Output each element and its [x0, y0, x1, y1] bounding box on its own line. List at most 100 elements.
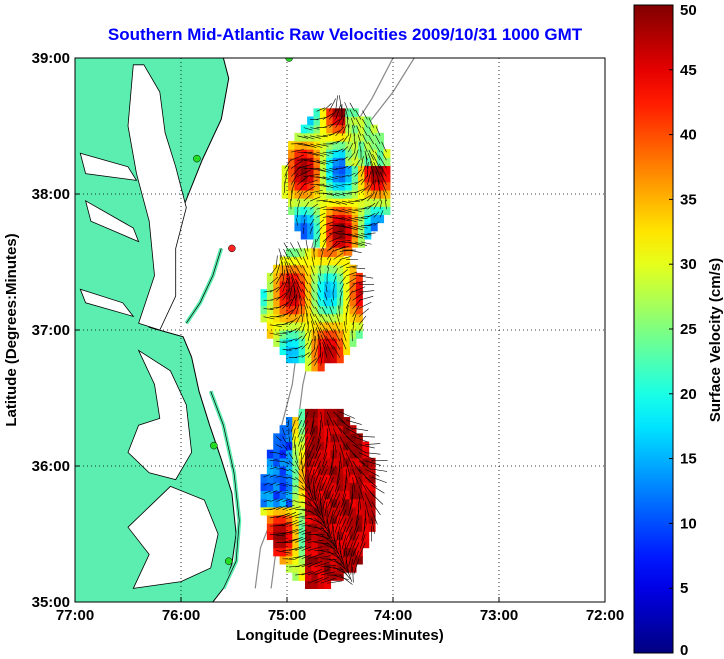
velocity-cell — [311, 362, 319, 372]
velocity-cell — [305, 523, 312, 532]
velocity-vector — [290, 154, 304, 161]
velocity-cell — [332, 198, 340, 207]
velocity-vector — [284, 158, 292, 169]
velocity-vector — [289, 269, 296, 285]
velocity-cell — [351, 149, 359, 158]
velocity-vector — [326, 428, 329, 444]
velocity-cell — [368, 482, 376, 492]
velocity-cell — [336, 408, 344, 418]
velocity-cell — [336, 474, 344, 483]
velocity-cell — [317, 330, 325, 339]
velocity-vector — [297, 419, 302, 430]
velocity-cell — [311, 547, 319, 557]
velocity-vector — [365, 476, 378, 488]
velocity-cell — [368, 523, 376, 532]
velocity-vector — [303, 186, 316, 194]
velocity-vector — [310, 143, 323, 148]
velocity-vector — [381, 141, 387, 153]
velocity-vector — [345, 517, 353, 533]
velocity-cell — [319, 124, 327, 134]
x-tick-label: 76:00 — [162, 607, 200, 624]
velocity-cell — [292, 506, 300, 516]
velocity-cell — [355, 289, 363, 298]
velocity-vector — [358, 452, 374, 460]
velocity-cell — [345, 157, 353, 167]
velocity-vector — [301, 342, 309, 350]
velocity-cell — [305, 531, 312, 541]
velocity-cell — [338, 149, 346, 158]
velocity-cell — [273, 305, 281, 315]
velocity-cell — [317, 457, 325, 467]
velocity-vector — [314, 335, 316, 350]
velocity-cell — [292, 555, 300, 565]
velocity-cell — [266, 449, 274, 459]
velocity-vector — [339, 283, 345, 293]
velocity-vector — [368, 134, 374, 145]
velocity-cell — [324, 256, 332, 266]
velocity-vector — [375, 126, 381, 136]
velocity-vector — [335, 148, 344, 153]
velocity-cell — [298, 555, 306, 565]
velocity-cell — [345, 181, 353, 191]
velocity-vector — [345, 284, 355, 293]
velocity-vector — [309, 203, 319, 210]
velocity-vector — [335, 115, 343, 128]
velocity-vector — [367, 232, 376, 235]
velocity-cell — [305, 433, 312, 443]
velocity-cell — [279, 313, 287, 323]
velocity-vector — [295, 294, 297, 309]
velocity-vector — [290, 189, 293, 202]
velocity-cell — [311, 417, 319, 426]
velocity-vector — [367, 162, 369, 177]
velocity-vector — [339, 509, 347, 525]
velocity-vector — [316, 292, 322, 301]
velocity-cell — [351, 173, 359, 183]
velocity-cell — [317, 248, 325, 258]
velocity-vector — [367, 202, 376, 210]
velocity-cell — [336, 498, 344, 508]
velocity-vector — [338, 95, 343, 112]
velocity-vector — [325, 284, 328, 293]
velocity-cell — [330, 305, 338, 315]
velocity-cell — [332, 222, 340, 232]
velocity-cell — [292, 572, 300, 581]
velocity-cell — [317, 297, 325, 307]
velocity-cell — [298, 330, 306, 339]
velocity-vector — [276, 323, 288, 326]
velocity-vector — [341, 124, 347, 136]
velocity-cell — [273, 466, 281, 475]
velocity-cell — [338, 189, 346, 199]
velocity-cell — [298, 563, 306, 573]
velocity-cell — [324, 572, 332, 581]
velocity-cell — [345, 149, 353, 158]
velocity-vector — [314, 562, 329, 568]
velocity-vector — [314, 549, 330, 551]
velocity-vector — [276, 452, 283, 455]
velocity-vector — [309, 211, 316, 218]
velocity-cell — [364, 222, 372, 232]
velocity-cell — [358, 214, 365, 224]
velocity-vector — [345, 297, 351, 309]
velocity-cell — [324, 297, 332, 307]
velocity-cell — [364, 214, 372, 224]
velocity-cell — [311, 305, 319, 315]
bay-water — [127, 349, 193, 481]
velocity-cell — [330, 346, 338, 356]
velocity-vector — [354, 241, 368, 246]
velocity-cell — [324, 264, 332, 274]
velocity-vector — [301, 539, 312, 543]
velocity-cell — [285, 523, 293, 532]
velocity-vector — [320, 247, 325, 260]
velocity-cell — [311, 514, 319, 524]
velocity-vector — [326, 542, 339, 555]
velocity-cell — [351, 116, 359, 126]
velocity-cell — [336, 313, 344, 323]
velocity-cell — [305, 547, 312, 557]
velocity-vector — [263, 316, 275, 320]
velocity-vector — [372, 153, 381, 169]
velocity-vector — [288, 460, 295, 467]
velocity-cell — [358, 157, 365, 167]
velocity-vector — [335, 126, 345, 137]
velocity-cell — [351, 157, 359, 167]
velocity-cell — [279, 330, 287, 339]
